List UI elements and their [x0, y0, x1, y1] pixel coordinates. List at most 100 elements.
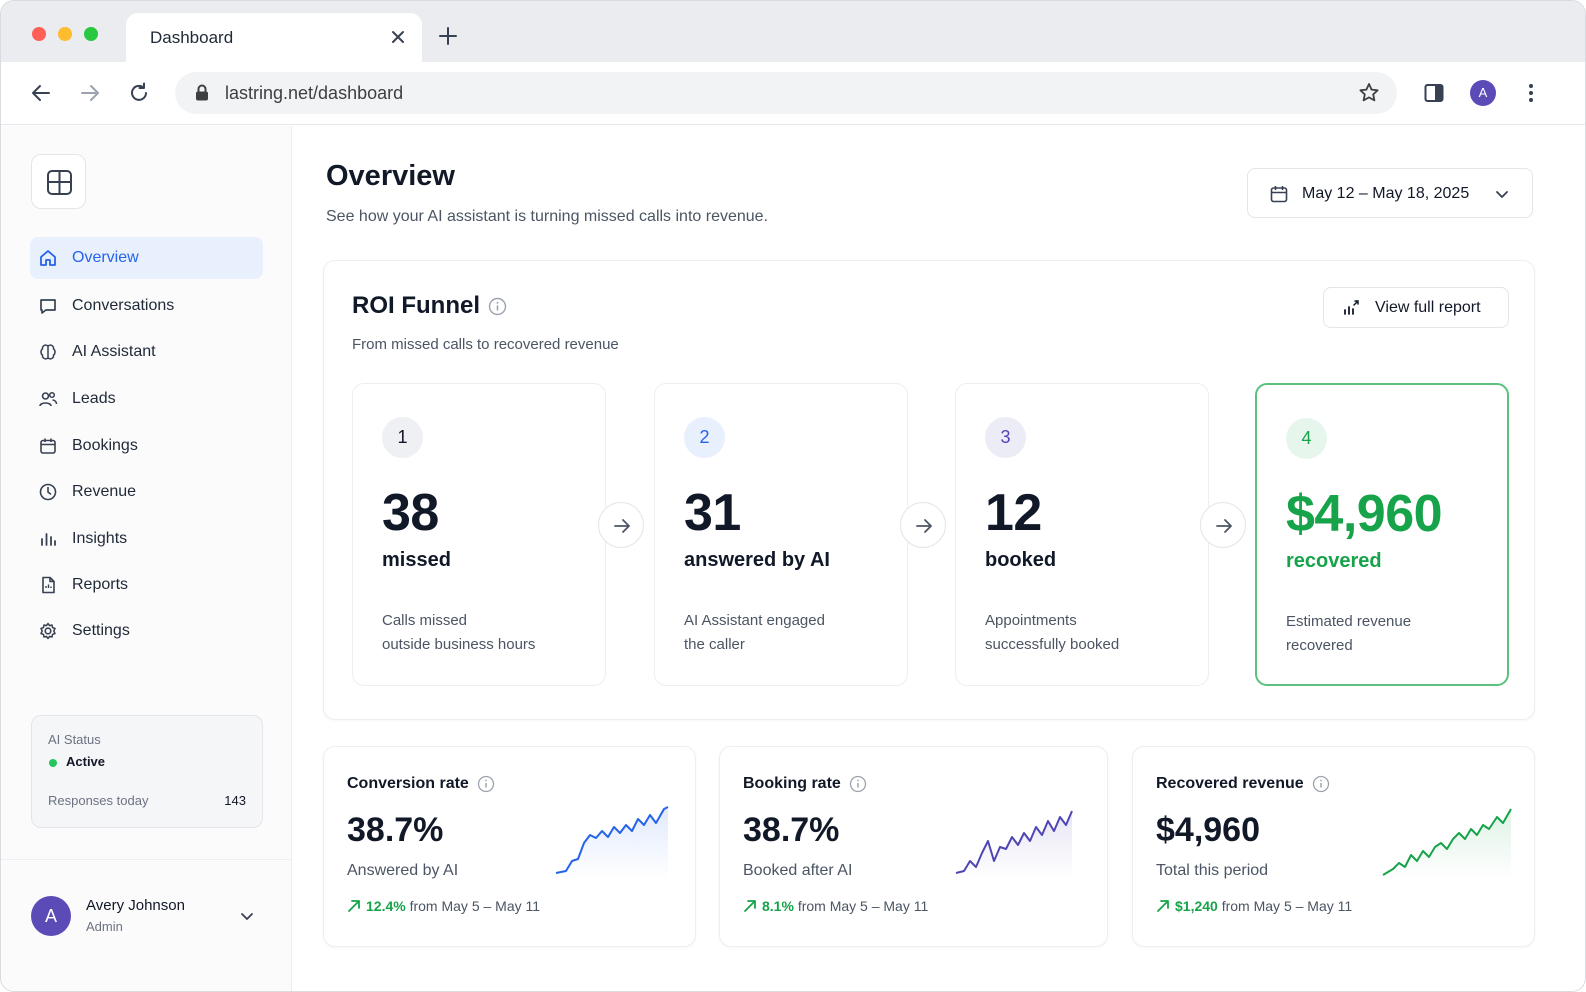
funnel-arrow: [900, 502, 946, 548]
layout-icon: [47, 170, 72, 195]
metric-subtitle: Booked after AI: [743, 862, 853, 879]
step-description-line: AI Assistant engaged: [684, 612, 825, 629]
url-text: lastring.net/dashboard: [225, 83, 404, 103]
metric-card-recovered-revenue[interactable]: Recovered revenue $4,960 Total this peri…: [1132, 746, 1535, 947]
step-label: booked: [985, 549, 1057, 571]
date-range-picker[interactable]: May 12 – May 18, 2025: [1247, 168, 1533, 218]
more-menu-icon[interactable]: [1519, 81, 1543, 105]
sidebar-item-conversations[interactable]: Conversations: [30, 285, 263, 327]
arrow-right-icon: [1216, 519, 1232, 533]
back-icon[interactable]: [29, 81, 53, 105]
browser-profile-avatar[interactable]: A: [1470, 80, 1496, 106]
sidebar-item-label: Insights: [72, 530, 128, 547]
sidebar-item-bookings[interactable]: Bookings: [30, 425, 263, 467]
step-label: answered by AI: [684, 549, 830, 571]
maximize-window-button[interactable]: [84, 27, 98, 41]
step-description-line: Calls missed: [382, 612, 468, 629]
sparkline-chart: [1382, 808, 1512, 879]
sidebar-item-label: AI Assistant: [72, 343, 156, 360]
chat-icon: [40, 299, 56, 314]
step-description: Calls missed outside business hours: [382, 609, 592, 657]
info-icon[interactable]: [488, 297, 507, 316]
calendar-icon: [1270, 186, 1288, 203]
app-logo[interactable]: [31, 154, 86, 209]
sidebar-item-settings[interactable]: Settings: [30, 610, 263, 652]
responses-count: 143: [224, 793, 246, 808]
new-tab-icon[interactable]: [437, 25, 459, 47]
step-description: Estimated revenue recovered: [1286, 610, 1496, 658]
metric-delta-value: $1,240: [1175, 898, 1218, 914]
report-icon: [42, 576, 55, 594]
metric-delta-value: 8.1%: [762, 898, 794, 914]
minimize-window-button[interactable]: [58, 27, 72, 41]
bookmark-star-icon[interactable]: [1357, 81, 1381, 105]
gear-icon: [40, 622, 56, 640]
sparkline-chart: [555, 806, 669, 879]
chart-trend-icon: [1344, 300, 1359, 315]
bar-chart-icon: [41, 533, 56, 546]
funnel-arrow: [598, 502, 644, 548]
metric-value: 38.7%: [743, 811, 840, 849]
user-role: Admin: [86, 919, 123, 934]
sidebar-item-label: Leads: [72, 390, 116, 407]
step-value: 31: [684, 484, 741, 542]
sidebar-item-ai-assistant[interactable]: AI Assistant: [30, 331, 263, 373]
sidebar-item-reports[interactable]: Reports: [30, 564, 263, 606]
page-subtitle: See how your AI assistant is turning mis…: [326, 208, 768, 225]
step-label: missed: [382, 549, 451, 571]
metric-card-booking-rate[interactable]: Booking rate 38.7% Booked after AI 8.1% …: [719, 746, 1108, 947]
funnel-step-recovered[interactable]: 4 $4,960 recovered Estimated revenue rec…: [1255, 383, 1509, 686]
arrow-right-icon: [614, 519, 630, 533]
metric-delta: 12.4% from May 5 – May 11: [347, 898, 540, 914]
metric-delta: $1,240 from May 5 – May 11: [1156, 898, 1352, 914]
arrow-right-icon: [916, 519, 932, 533]
metric-delta-period: from May 5 – May 11: [1221, 898, 1353, 914]
info-icon[interactable]: [1312, 775, 1330, 793]
trend-up-icon: [744, 900, 756, 912]
reload-icon[interactable]: [127, 81, 151, 105]
step-description-line: outside business hours: [382, 636, 536, 653]
user-avatar[interactable]: A: [31, 896, 71, 936]
view-full-report-button[interactable]: View full report: [1323, 287, 1509, 328]
sidebar-item-leads[interactable]: Leads: [30, 378, 263, 420]
step-description-line: recovered: [1286, 637, 1353, 654]
metric-delta-period: from May 5 – May 11: [409, 898, 541, 914]
step-value: 12: [985, 484, 1042, 542]
close-window-button[interactable]: [32, 27, 46, 41]
metric-title: Booking rate: [743, 775, 841, 792]
trend-up-icon: [348, 900, 360, 912]
sidebar-item-label: Revenue: [72, 483, 137, 500]
home-icon: [40, 250, 56, 266]
sidebar-item-insights[interactable]: Insights: [30, 518, 263, 560]
revenue-icon: [39, 483, 57, 501]
tab-title: Dashboard: [150, 28, 234, 47]
funnel-step-answered[interactable]: 2 31 answered by AI AI Assistant engaged…: [654, 383, 908, 686]
info-icon[interactable]: [477, 775, 495, 793]
sidebar-item-revenue[interactable]: Revenue: [30, 471, 263, 513]
address-bar[interactable]: lastring.net/dashboard: [175, 72, 1397, 114]
step-number-badge: 1: [382, 417, 423, 458]
ai-status-value: Active: [66, 754, 106, 769]
info-icon[interactable]: [849, 775, 867, 793]
browser-tab[interactable]: Dashboard: [126, 13, 422, 62]
view-full-report-label: View full report: [1375, 299, 1481, 316]
forward-icon[interactable]: [78, 81, 102, 105]
page-title: Overview: [326, 160, 455, 192]
responses-label: Responses today: [48, 793, 149, 808]
step-number-badge: 4: [1286, 418, 1327, 459]
funnel-step-booked[interactable]: 3 12 booked Appointments successfully bo…: [955, 383, 1209, 686]
side-panel-icon[interactable]: [1422, 81, 1446, 105]
sidebar-item-overview[interactable]: Overview: [30, 237, 263, 279]
sidebar-divider: [1, 859, 291, 860]
brain-icon: [40, 344, 56, 360]
metric-card-conversion-rate[interactable]: Conversion rate 38.7% Answered by AI 12.…: [323, 746, 696, 947]
sidebar-item-label: Reports: [72, 576, 129, 593]
date-range-text: May 12 – May 18, 2025: [1302, 185, 1470, 202]
close-tab-icon[interactable]: [388, 27, 408, 47]
step-description: Appointments successfully booked: [985, 609, 1195, 657]
funnel-arrow: [1200, 502, 1246, 548]
step-label: recovered: [1286, 550, 1382, 572]
metric-value: $4,960: [1156, 811, 1260, 849]
chevron-down-icon[interactable]: [238, 907, 256, 925]
funnel-step-missed[interactable]: 1 38 missed Calls missed outside busines…: [352, 383, 606, 686]
